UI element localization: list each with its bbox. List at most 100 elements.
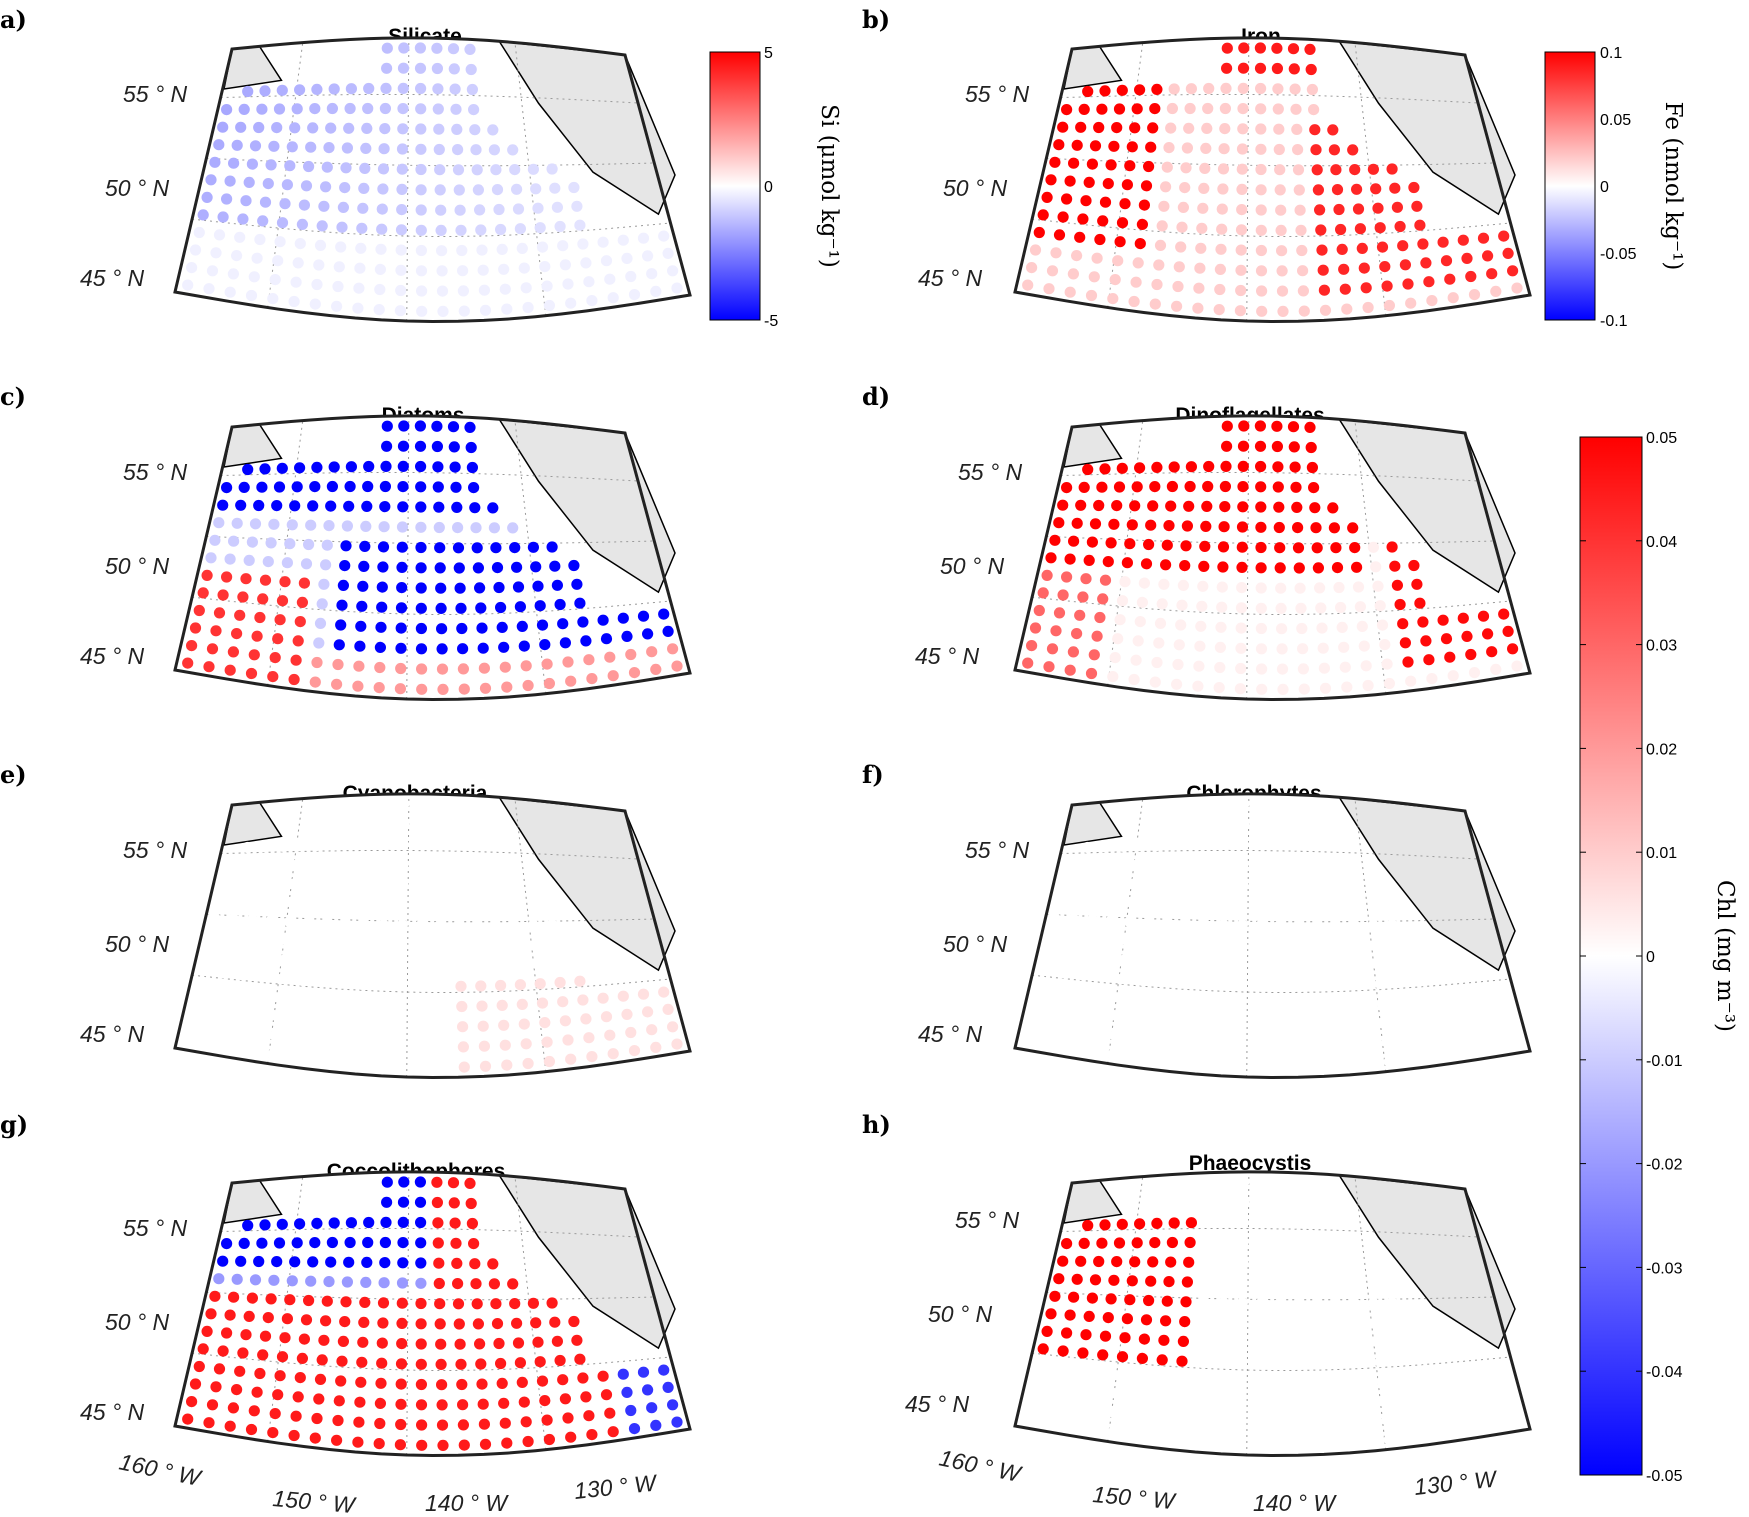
data-point (1255, 481, 1267, 493)
data-point (1197, 580, 1209, 592)
data-point (431, 1196, 443, 1209)
data-point (273, 1237, 286, 1249)
data-point (1053, 985, 1066, 997)
data-point (1235, 642, 1247, 654)
data-point (1149, 1432, 1161, 1444)
data-point (466, 839, 478, 852)
data-point (1274, 940, 1286, 952)
data-point (205, 174, 217, 186)
data-point (464, 1177, 476, 1189)
data-point (1116, 462, 1128, 474)
data-point (510, 561, 523, 573)
data-point (1277, 683, 1289, 695)
data-point (1402, 656, 1414, 668)
data-point (468, 860, 480, 872)
data-point (300, 1314, 313, 1326)
data-point (1276, 1419, 1289, 1431)
data-point (437, 1439, 449, 1451)
data-point (245, 289, 258, 302)
data-point (433, 501, 445, 513)
data-point (1161, 161, 1173, 173)
data-point (667, 1021, 679, 1033)
data-point (1215, 621, 1227, 633)
data-point (328, 461, 340, 473)
data-point (311, 1034, 323, 1047)
data-point (320, 559, 332, 571)
data-point (1143, 160, 1155, 173)
data-point (1185, 839, 1197, 851)
data-point (1236, 561, 1248, 573)
data-point (1154, 1373, 1167, 1385)
data-point (1156, 1354, 1168, 1366)
data-point (1339, 1417, 1351, 1429)
data-point (238, 859, 250, 871)
data-point (1338, 1397, 1350, 1409)
data-point (1082, 463, 1094, 476)
data-point (1196, 1356, 1208, 1368)
data-point (1045, 1308, 1057, 1320)
data-point (379, 102, 391, 115)
data-point (1437, 1370, 1449, 1382)
data-point (1402, 1412, 1414, 1424)
data-point (1273, 143, 1285, 156)
data-point (1486, 646, 1498, 658)
data-point (273, 481, 286, 493)
data-point (259, 1330, 272, 1342)
data-point (294, 1372, 306, 1384)
data-point (395, 642, 407, 654)
data-point (1308, 860, 1320, 872)
data-point (274, 992, 286, 1004)
data-point (1397, 240, 1409, 252)
data-point (479, 1060, 492, 1072)
data-point (309, 481, 321, 493)
data-point (1214, 283, 1226, 296)
data-point (642, 1384, 654, 1396)
data-point (1181, 898, 1193, 910)
lon-label: 140 ° W (1253, 1490, 1337, 1516)
graticule-lon (1246, 37, 1250, 322)
data-point (1328, 1278, 1340, 1290)
data-point (316, 976, 328, 988)
data-point (1411, 956, 1423, 968)
data-point (1045, 552, 1057, 564)
data-point (1201, 878, 1213, 890)
data-point (1447, 1048, 1459, 1060)
data-point (498, 263, 510, 275)
colorbar-si-gradient (709, 51, 761, 321)
data-point (1061, 860, 1073, 872)
data-point (1274, 1318, 1286, 1330)
data-point (1046, 265, 1059, 277)
data-point (340, 162, 352, 174)
data-point (1119, 954, 1131, 966)
data-point (658, 986, 670, 998)
data-point (574, 597, 586, 609)
data-point (600, 633, 613, 645)
data-point (415, 960, 427, 972)
data-point (289, 878, 301, 890)
data-point (352, 1058, 364, 1070)
panel-label-d: d) (862, 382, 890, 411)
data-point (1414, 975, 1426, 987)
data-point (1214, 1019, 1226, 1031)
data-point (284, 538, 296, 550)
data-point (642, 250, 654, 262)
data-point (311, 839, 323, 851)
data-point (377, 541, 390, 553)
data-point (471, 542, 483, 554)
data-point (1318, 1040, 1330, 1052)
data-point (1389, 182, 1401, 194)
data-point (495, 601, 507, 614)
data-point (447, 43, 460, 55)
data-point (1177, 1335, 1189, 1347)
data-point (415, 1237, 427, 1249)
data-point (1397, 618, 1409, 630)
data-point (251, 252, 263, 264)
data-point (1057, 877, 1069, 889)
colorbar-chl-title: Chl (mg m⁻³) (1712, 880, 1738, 1032)
data-point (1145, 1275, 1157, 1287)
map-frame (1013, 36, 1532, 324)
data-point (435, 980, 447, 992)
data-point (1336, 1377, 1348, 1389)
data-point (1317, 642, 1329, 654)
data-point (257, 215, 269, 227)
